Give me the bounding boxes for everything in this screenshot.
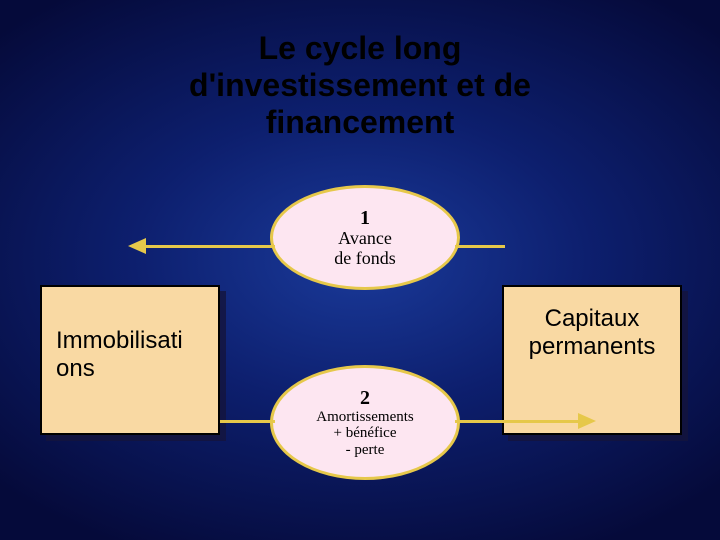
box-left-label: Immobilisati ons	[56, 327, 183, 382]
oval-top-number: 1	[360, 207, 370, 229]
arrow-top-left-line	[145, 245, 275, 248]
oval-amortissements: 2 Amortissements + bénéfice - perte	[270, 365, 460, 480]
arrow-top-right-line	[455, 245, 505, 248]
box-right-label: Capitaux permanents	[529, 305, 656, 360]
arrow-bot-left-line	[220, 420, 275, 423]
arrow-bot-right-head	[578, 413, 596, 429]
slide-title: Le cycle long d'investissement et de fin…	[0, 30, 720, 140]
oval-avance-de-fonds: 1 Avance de fonds	[270, 185, 460, 290]
oval-top-text: Avance de fonds	[334, 229, 396, 269]
oval-bot-number: 2	[360, 387, 370, 409]
arrow-bot-right-line	[455, 420, 580, 423]
box-immobilisations: Immobilisati ons	[40, 285, 220, 435]
oval-bot-text: Amortissements + bénéfice - perte	[316, 409, 414, 459]
arrow-top-left-head	[128, 238, 146, 254]
